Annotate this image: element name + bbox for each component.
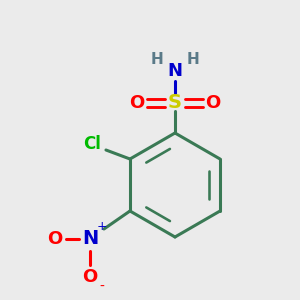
- Text: S: S: [168, 94, 182, 112]
- Text: -: -: [100, 280, 104, 294]
- Text: O: O: [129, 94, 145, 112]
- Text: H: H: [187, 52, 200, 67]
- Text: Cl: Cl: [83, 135, 101, 153]
- Text: O: O: [82, 268, 98, 286]
- Text: H: H: [151, 52, 164, 67]
- Text: O: O: [47, 230, 63, 248]
- Text: +: +: [97, 220, 107, 233]
- Text: N: N: [167, 62, 182, 80]
- Text: N: N: [82, 230, 98, 248]
- Text: O: O: [206, 94, 220, 112]
